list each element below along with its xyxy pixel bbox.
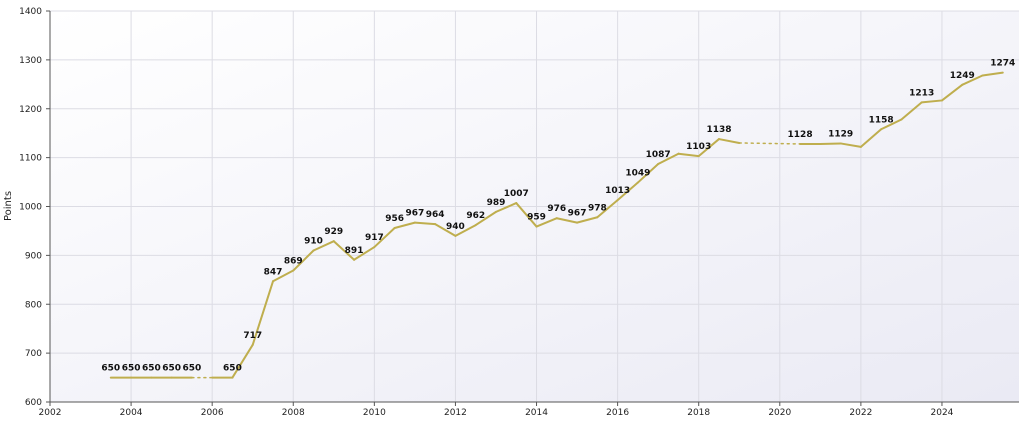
series-line-segment <box>332 240 356 261</box>
x-tick-label: 2022 <box>849 408 872 418</box>
data-label: 891 <box>345 246 364 256</box>
y-tick-label: 1300 <box>19 56 42 66</box>
series-line-segment <box>596 199 619 219</box>
series-line-segment <box>353 246 376 261</box>
series-line-segment <box>454 224 477 237</box>
axes: 2002 2004 2006 2008 2010 2012 2014 2016 2018 2020… <box>19 7 1019 418</box>
data-label: 967 <box>568 209 587 219</box>
series-line-segment <box>677 152 700 158</box>
series-line-segment <box>940 83 964 102</box>
series-line-segment <box>292 249 315 272</box>
series-line-segment <box>474 210 497 227</box>
data-label: 650 <box>183 364 202 374</box>
data-label: 1007 <box>504 189 529 199</box>
series-line-segment <box>434 223 457 237</box>
y-tick-label: 800 <box>25 300 42 310</box>
data-label: 910 <box>304 236 323 246</box>
series-line-segment <box>697 138 720 158</box>
data-label: 1049 <box>625 169 650 179</box>
series-line-segment <box>373 227 396 249</box>
data-label: 1158 <box>869 115 894 125</box>
series-line-segment <box>900 101 923 121</box>
series-line-segment <box>961 74 984 86</box>
series-line-segment <box>515 202 538 228</box>
data-label: 650 <box>142 364 161 374</box>
data-label: 989 <box>487 198 506 208</box>
data-label: 962 <box>466 211 485 221</box>
series-line-segment <box>494 202 518 213</box>
series-line-segment <box>880 118 903 131</box>
y-tick-label: 900 <box>25 251 42 261</box>
data-label: 956 <box>385 214 404 224</box>
data-label: 959 <box>527 213 546 223</box>
y-tick-label: 1100 <box>19 154 42 164</box>
x-tick-label: 2006 <box>201 408 224 418</box>
data-label: 1013 <box>605 186 630 196</box>
x-tick-label: 2018 <box>687 408 710 418</box>
series-line-segment <box>717 138 741 144</box>
series-line-segment <box>636 162 660 184</box>
series-line-segment <box>271 269 295 283</box>
series-line-segment <box>920 99 943 104</box>
data-label: 1087 <box>646 150 671 160</box>
series-line-segment <box>231 343 254 379</box>
series-line-segment <box>839 142 862 148</box>
data-label: 967 <box>405 209 424 219</box>
data-label: 847 <box>264 267 283 277</box>
data-label: 1129 <box>828 129 853 139</box>
series-line-segment <box>555 217 579 224</box>
data-label: 964 <box>426 210 445 220</box>
series-line-segment <box>312 240 335 252</box>
series-line-segment <box>413 221 437 226</box>
x-tick-label: 2016 <box>606 408 629 418</box>
data-label: 1103 <box>686 142 711 152</box>
data-label: 978 <box>588 203 607 213</box>
series-line-segment <box>393 221 416 230</box>
x-tick-label: 2008 <box>282 408 305 418</box>
y-tick-label: 1000 <box>19 203 42 213</box>
data-label: 717 <box>243 331 262 341</box>
data-label: 976 <box>547 204 566 214</box>
data-label: 929 <box>324 227 343 237</box>
data-label: 650 <box>162 364 181 374</box>
data-label: 1128 <box>788 130 813 140</box>
series-line-segment <box>981 71 1004 77</box>
data-label: 1249 <box>950 71 975 81</box>
x-tick-label: 2020 <box>768 408 791 418</box>
data-label: 1213 <box>909 88 934 98</box>
y-tick-label: 700 <box>25 349 42 359</box>
series-gap-segment <box>738 142 801 145</box>
data-label: 917 <box>365 233 384 243</box>
data-label: 1274 <box>990 59 1015 69</box>
y-tick-label: 600 <box>25 398 42 408</box>
data-label: 650 <box>122 364 141 374</box>
series-line-segment <box>251 280 274 346</box>
x-tick-label: 2024 <box>931 408 954 418</box>
x-tick-label: 2012 <box>444 408 467 418</box>
data-label: 1138 <box>706 125 731 135</box>
gridlines <box>49 10 1019 403</box>
series-line-segment <box>859 128 883 148</box>
y-tick-label: 1400 <box>19 7 42 17</box>
data-labels: 650 650 650 650 650 6507178478699109298919179… <box>101 59 1015 374</box>
x-tick-label: 2002 <box>39 408 62 418</box>
data-label: 869 <box>284 257 303 267</box>
x-tick-label: 2014 <box>525 408 548 418</box>
x-tick-label: 2010 <box>363 408 386 418</box>
data-label: 650 <box>223 364 242 374</box>
series-line-segment <box>616 181 639 202</box>
data-label: 940 <box>446 222 465 232</box>
series-line-segment <box>576 216 599 224</box>
series-lines <box>109 71 1004 379</box>
series-line-segment <box>535 217 558 228</box>
y-tick-label: 1200 <box>19 105 42 115</box>
data-label: 650 <box>101 364 120 374</box>
series-line-segment <box>657 152 680 165</box>
y-axis-label: Points <box>3 191 14 221</box>
x-tick-label: 2004 <box>120 408 143 418</box>
